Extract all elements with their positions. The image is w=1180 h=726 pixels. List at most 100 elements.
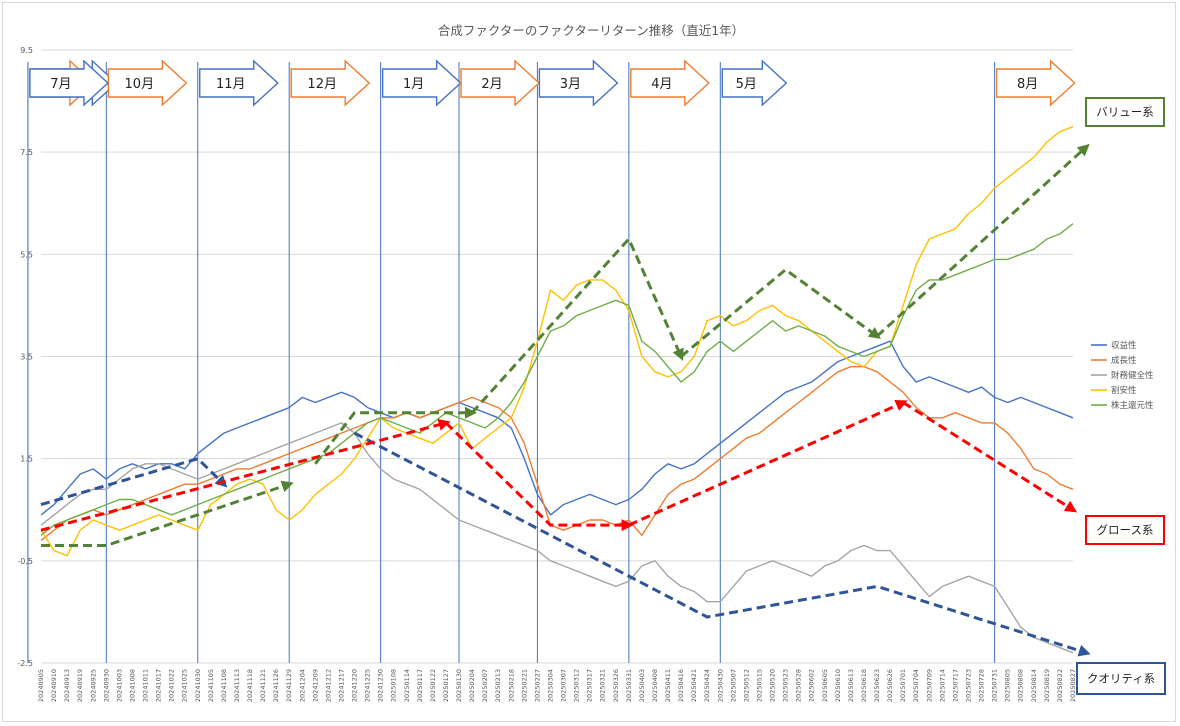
x-tick-label: 20250613 bbox=[847, 669, 855, 702]
legend-label: 成長性 bbox=[1111, 355, 1137, 366]
month-banner-arrow bbox=[381, 59, 462, 107]
x-tick-label: 20240905 bbox=[37, 669, 45, 702]
x-tick-label: 20241225 bbox=[364, 669, 372, 702]
month-banner-arrow bbox=[107, 59, 188, 107]
trend-arrow-quality bbox=[353, 431, 1091, 657]
callout-box bbox=[1085, 97, 1165, 127]
x-tick-label: 20241118 bbox=[246, 669, 254, 702]
x-tick-label: 20250317 bbox=[586, 669, 594, 702]
legend-label: 割安性 bbox=[1111, 385, 1137, 396]
x-tick-label: 20250312 bbox=[573, 669, 581, 702]
x-tick-label: 20250709 bbox=[925, 669, 933, 702]
x-tick-label: 20240910 bbox=[50, 669, 58, 702]
y-tick-label: 3.5 bbox=[20, 353, 33, 362]
y-tick-label: 1.5 bbox=[20, 455, 33, 464]
callout-label: グロース系 bbox=[1097, 523, 1154, 537]
x-tick-label: 20250218 bbox=[507, 669, 515, 702]
x-tick-label: 20250424 bbox=[703, 669, 711, 702]
x-tick-label: 20241008 bbox=[128, 669, 136, 702]
month-banner-arrow bbox=[995, 59, 1076, 107]
series-lines bbox=[40, 125, 1074, 654]
x-tick-label: 20250805 bbox=[1004, 669, 1012, 702]
month-label: 4月 bbox=[651, 77, 672, 92]
month-label: 7月 bbox=[50, 77, 71, 92]
x-tick-label: 20250626 bbox=[886, 669, 894, 702]
x-tick-label: 20250602 bbox=[808, 669, 816, 702]
x-tick-label: 20250814 bbox=[1030, 669, 1038, 702]
callout-label: バリュー系 bbox=[1096, 105, 1154, 119]
callout-box bbox=[1076, 662, 1166, 695]
x-tick-label: 20250430 bbox=[716, 669, 724, 702]
x-tick-label: 20250411 bbox=[664, 669, 672, 702]
legend-label: 収益性 bbox=[1111, 340, 1137, 351]
x-tick-label: 20250321 bbox=[599, 669, 607, 702]
series-line-割安性 bbox=[40, 125, 1074, 557]
trend-arrows bbox=[40, 143, 1091, 657]
trend-arrow-growth bbox=[628, 399, 908, 527]
month-banner-arrow bbox=[460, 59, 541, 107]
month-banner-arrow bbox=[29, 59, 109, 107]
x-tick-label: 20250204 bbox=[468, 669, 476, 702]
x-tick-label: 20241220 bbox=[351, 669, 359, 702]
x-axis: 20240905 20240910 20240913 20240919 20240925… bbox=[37, 669, 1077, 702]
trend-arrow-value bbox=[41, 480, 294, 547]
trend-arrow-growth bbox=[40, 418, 451, 532]
month-label: 10月 bbox=[125, 77, 155, 92]
x-tick-label: 20241017 bbox=[155, 669, 163, 702]
x-tick-label: 20250623 bbox=[873, 669, 881, 702]
x-tick-label: 20241126 bbox=[272, 669, 280, 702]
y-tick-label: 7.5 bbox=[20, 148, 33, 157]
x-tick-label: 20250717 bbox=[951, 669, 959, 702]
x-tick-label: 20241121 bbox=[259, 669, 267, 702]
month-label: 1月 bbox=[403, 77, 424, 92]
y-tick-label: -2.5 bbox=[17, 659, 33, 668]
x-tick-label: 20250304 bbox=[546, 669, 554, 702]
x-tick-label: 20241230 bbox=[377, 669, 385, 702]
x-tick-label: 20250331 bbox=[625, 669, 633, 702]
x-tick-label: 20240930 bbox=[102, 669, 110, 702]
x-tick-label: 20240919 bbox=[76, 669, 84, 702]
trend-arrow-value bbox=[876, 143, 1090, 338]
x-tick-label: 20250127 bbox=[442, 669, 450, 702]
legend-label: 財務健全性 bbox=[1111, 370, 1154, 381]
y-tick-label: 9.5 bbox=[20, 46, 33, 55]
month-label: 8月 bbox=[1017, 77, 1038, 92]
x-tick-label: 20250515 bbox=[755, 669, 763, 702]
series-line-株主還元性 bbox=[40, 223, 1074, 536]
x-tick-label: 20241022 bbox=[168, 669, 176, 702]
x-tick-label: 20250819 bbox=[1043, 669, 1051, 702]
month-banner-arrow bbox=[721, 59, 788, 107]
x-tick-label: 20250714 bbox=[938, 669, 946, 702]
x-tick-label: 20241011 bbox=[142, 669, 150, 702]
x-tick-label: 20250207 bbox=[481, 669, 489, 702]
x-tick-label: 20250213 bbox=[494, 669, 502, 702]
month-banner-arrow bbox=[290, 59, 371, 107]
x-tick-label: 20250307 bbox=[560, 669, 568, 702]
x-tick-label: 20250704 bbox=[912, 669, 920, 702]
trend-arrow-value bbox=[470, 236, 684, 414]
callout-label: クオリティ系 bbox=[1087, 672, 1155, 686]
x-tick-label: 20250731 bbox=[991, 669, 999, 702]
x-tick-label: 20250822 bbox=[1056, 669, 1064, 702]
x-tick-label: 20250728 bbox=[978, 669, 986, 702]
x-tick-label: 20241113 bbox=[233, 669, 241, 702]
x-tick-label: 20241129 bbox=[285, 669, 293, 702]
month-banners: 9月10月11月12月1月2月3月4月5月6月7月8月 bbox=[29, 59, 1076, 107]
x-tick-label: 20250523 bbox=[782, 669, 790, 702]
month-boundaries bbox=[27, 62, 996, 663]
x-tick-label: 20250520 bbox=[769, 669, 777, 702]
x-tick-label: 20250221 bbox=[520, 669, 528, 702]
trend-arrow-growth bbox=[902, 401, 1078, 513]
x-tick-label: 20250605 bbox=[821, 669, 829, 702]
x-tick-label: 20250512 bbox=[742, 669, 750, 702]
month-banner-arrow bbox=[630, 59, 710, 107]
month-label: 5月 bbox=[736, 77, 757, 92]
x-tick-label: 20250528 bbox=[795, 669, 803, 702]
x-tick-label: 20241108 bbox=[220, 669, 228, 702]
x-tick-label: 20250723 bbox=[964, 669, 972, 702]
x-tick-label: 20250122 bbox=[429, 669, 437, 702]
factor-return-chart: 合成ファクターのファクターリターン推移（直近1年） 9.5 7.5 5.5 3.5 1.… bbox=[17, 23, 1166, 702]
x-tick-label: 20241209 bbox=[311, 669, 319, 702]
month-label: 2月 bbox=[481, 77, 502, 92]
